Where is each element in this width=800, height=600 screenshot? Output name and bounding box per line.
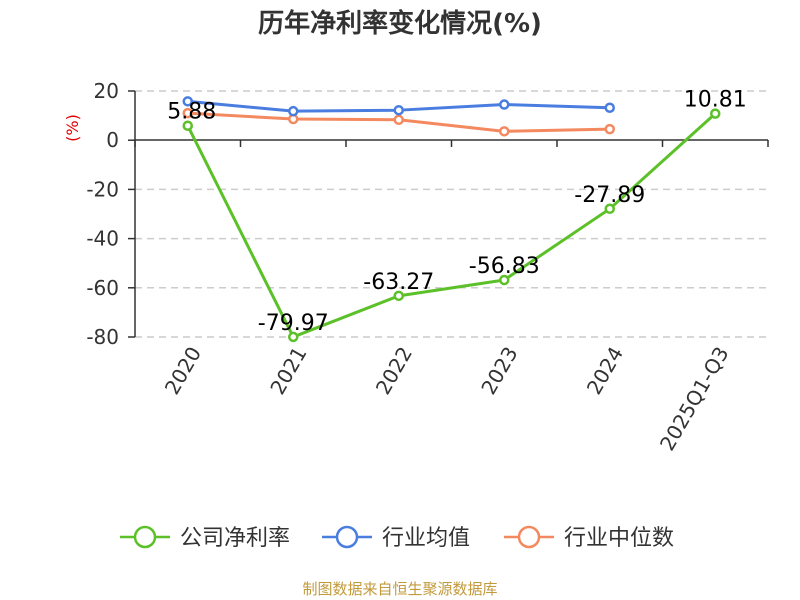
series-point — [604, 123, 615, 135]
series-point — [499, 99, 510, 110]
x-tick-label: 2022 — [371, 343, 417, 399]
y-tick-label: -60 — [86, 276, 119, 300]
legend-label[interactable]: 行业中位数 — [564, 526, 674, 551]
x-tick-label: 2024 — [582, 343, 628, 399]
legend-marker[interactable] — [517, 525, 541, 549]
series-point — [393, 290, 404, 302]
series-point — [604, 102, 615, 113]
series-point — [499, 126, 510, 137]
legend[interactable]: 公司净利率 行业均值 行业中位数 — [120, 525, 674, 551]
series-point — [604, 203, 615, 215]
series-point — [499, 274, 510, 286]
x-tick-label: 2021 — [265, 343, 311, 399]
y-tick-label: -80 — [86, 325, 119, 349]
y-tick-label: -20 — [86, 177, 119, 201]
x-tick-label: 2025Q1-Q3 — [655, 343, 734, 455]
data-label: -56.83 — [469, 254, 540, 279]
data-label: -63.27 — [363, 270, 434, 295]
legend-marker[interactable] — [133, 525, 157, 549]
legend-label[interactable]: 行业均值 — [382, 526, 470, 551]
data-label: 10.81 — [684, 88, 747, 113]
data-label: 5.88 — [167, 100, 216, 125]
series-point — [288, 105, 299, 117]
data-label: -27.89 — [574, 183, 645, 208]
source-note: 制图数据来自恒生聚源数据库 — [302, 580, 497, 598]
data-labels: 5.88 -79.97 -63.27 -56.83 -27.89 10.81 — [167, 88, 746, 336]
series-line — [186, 112, 717, 339]
data-label: -79.97 — [258, 311, 329, 336]
y-tick-label: 20 — [94, 79, 119, 103]
y-tick-label: 0 — [106, 128, 119, 152]
x-tick-label: 2023 — [476, 343, 522, 399]
series-point — [182, 120, 193, 131]
series-layer — [182, 96, 721, 343]
axes: 20 0 -20 -40 -60 -80 2020 2021 2022 2023 2024 2025Q… — [86, 79, 769, 455]
legend-marker[interactable] — [335, 525, 359, 549]
series-point — [393, 114, 404, 126]
grid-lines — [135, 90, 768, 338]
y-axis-label: (%) — [63, 114, 82, 142]
chart-title: 历年净利率变化情况(%) — [258, 8, 542, 39]
series-point — [393, 104, 404, 116]
series-point — [710, 108, 721, 119]
series-point — [288, 331, 299, 343]
x-tick-label: 2020 — [160, 343, 206, 399]
y-tick-label: -40 — [86, 227, 119, 251]
series-point — [182, 107, 193, 119]
legend-label[interactable]: 公司净利率 — [180, 526, 290, 551]
series-point — [182, 96, 193, 107]
